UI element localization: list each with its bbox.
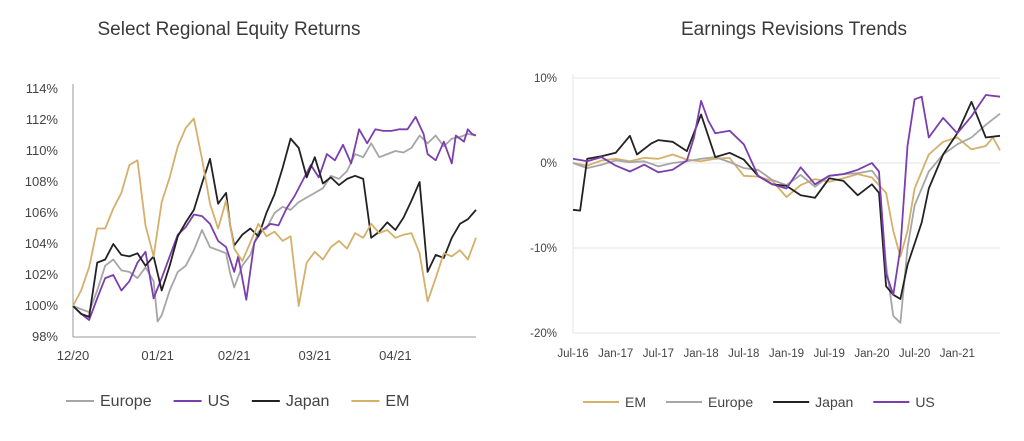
equity-returns-chart: Select Regional Equity Returns 98% 100% 10… xyxy=(25,19,477,410)
x-tick-label: Jan-18 xyxy=(684,348,719,360)
x-tick-label: Jul-20 xyxy=(899,348,930,360)
chart-title: Earnings Revisions Trends xyxy=(681,19,907,40)
legend-label: US xyxy=(208,393,230,410)
legend: EM Europe Japan US xyxy=(583,394,935,410)
series-lines xyxy=(572,94,1001,324)
series-line-em xyxy=(72,117,477,307)
legend-item-japan: Japan xyxy=(773,394,853,410)
legend-item-us: US xyxy=(873,394,935,410)
x-tick-label: 04/21 xyxy=(379,348,412,363)
legend-item-em: EM xyxy=(583,394,646,410)
x-tick-label: 01/21 xyxy=(141,348,174,363)
series-line-em xyxy=(572,136,1001,258)
y-tick-label: 0% xyxy=(540,158,557,170)
x-tick-label: Jan-17 xyxy=(598,348,633,360)
earnings-revisions-chart: Earnings Revisions Trends 10%0%-10%-20% … xyxy=(530,19,1001,410)
legend-item-europe: Europe xyxy=(66,393,152,410)
x-tick-label: 02/21 xyxy=(218,348,251,363)
y-tick-label: 10% xyxy=(534,73,557,85)
series-lines xyxy=(72,116,477,323)
legend-item-em: EM xyxy=(351,393,409,410)
y-tick-labels: 10% 0% -10% -20% xyxy=(530,73,557,340)
x-tick-label: 12/20 xyxy=(57,348,90,363)
x-tick-label: Jul-17 xyxy=(643,348,674,360)
x-tick-labels: Jul-16 Jan-17 Jul-17 Jan-18 Jul-18 Jan-19 Jul-… xyxy=(557,348,975,360)
x-tick-label: Jul-18 xyxy=(728,348,759,360)
series-line-us xyxy=(572,94,1001,296)
legend-label: EM xyxy=(385,393,409,410)
series-line-us xyxy=(72,116,477,321)
gridlines xyxy=(572,74,1000,334)
legend-label: Europe xyxy=(100,393,152,410)
y-tick-label: 108% xyxy=(25,174,59,189)
x-tick-label: Jul-19 xyxy=(814,348,845,360)
series-line-japan xyxy=(72,137,477,318)
legend-label: Europe xyxy=(708,394,753,410)
x-tick-label: 03/21 xyxy=(299,348,332,363)
y-tick-label: 104% xyxy=(25,236,59,251)
y-tick-label: 106% xyxy=(25,205,59,220)
x-tick-labels: 12/20 01/21 02/21 03/21 04/21 xyxy=(57,348,412,363)
y-tick-label: -10% xyxy=(530,243,557,255)
legend-item-us: US xyxy=(173,393,230,410)
legend-item-europe: Europe xyxy=(666,394,753,410)
y-tick-label: 114% xyxy=(26,81,59,96)
legend-label: EM xyxy=(625,394,646,410)
legend: Europe US Japan EM xyxy=(66,393,409,410)
x-tick-label: Jan-19 xyxy=(769,348,804,360)
legend-label: Japan xyxy=(286,393,330,410)
y-tick-label: 112% xyxy=(26,112,59,127)
series-line-europe xyxy=(572,112,1001,324)
legend-label: US xyxy=(915,394,934,410)
y-tick-label: -20% xyxy=(530,328,557,340)
legend-item-japan: Japan xyxy=(251,393,330,410)
series-line-japan xyxy=(572,100,1001,300)
x-tick-label: Jul-16 xyxy=(557,348,588,360)
y-tick-label: 100% xyxy=(25,298,59,313)
chart-title: Select Regional Equity Returns xyxy=(98,19,361,40)
y-tick-labels: 98% 100% 102% 104% 106% 108% 110% 112% 114% xyxy=(25,81,59,344)
legend-label: Japan xyxy=(815,394,853,410)
x-tick-label: Jan-20 xyxy=(854,348,889,360)
y-tick-label: 110% xyxy=(26,143,59,158)
x-tick-label: Jan-21 xyxy=(940,348,975,360)
y-tick-label: 102% xyxy=(25,267,59,282)
y-tick-label: 98% xyxy=(32,329,58,344)
